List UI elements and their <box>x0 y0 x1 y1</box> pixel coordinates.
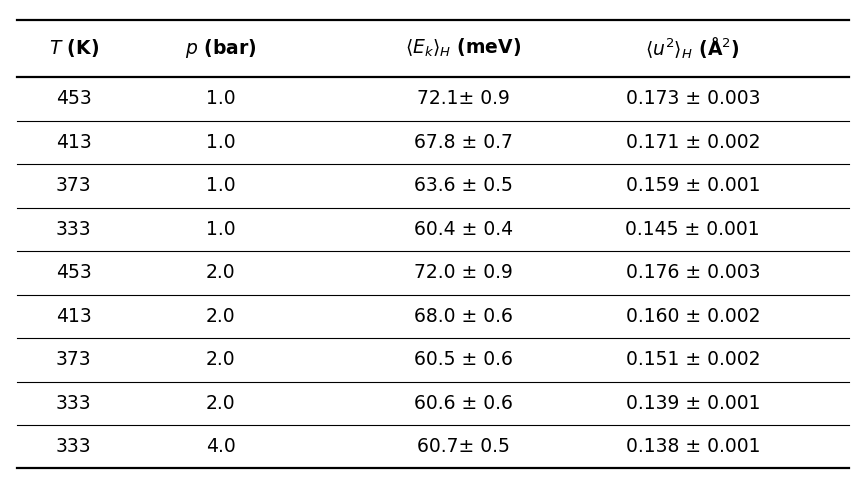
Text: 2.0: 2.0 <box>206 264 236 282</box>
Text: 1.0: 1.0 <box>206 176 236 195</box>
Text: 4.0: 4.0 <box>206 437 236 456</box>
Text: 0.145 ± 0.001: 0.145 ± 0.001 <box>625 220 760 239</box>
Text: 60.7± 0.5: 60.7± 0.5 <box>417 437 510 456</box>
Text: 0.151 ± 0.002: 0.151 ± 0.002 <box>625 350 760 369</box>
Text: 60.4 ± 0.4: 60.4 ± 0.4 <box>414 220 513 239</box>
Text: 0.138 ± 0.001: 0.138 ± 0.001 <box>625 437 760 456</box>
Text: 60.6 ± 0.6: 60.6 ± 0.6 <box>414 394 513 413</box>
Text: 333: 333 <box>55 394 92 413</box>
Text: 373: 373 <box>55 176 92 195</box>
Text: 2.0: 2.0 <box>206 350 236 369</box>
Text: $\langle u^2\rangle_H$ (Å$^2$): $\langle u^2\rangle_H$ (Å$^2$) <box>645 36 740 61</box>
Text: $\mathit{p}$ (bar): $\mathit{p}$ (bar) <box>185 37 256 60</box>
Text: 1.0: 1.0 <box>206 133 236 152</box>
Text: 333: 333 <box>55 437 92 456</box>
Text: 1.0: 1.0 <box>206 89 236 108</box>
Text: 0.176 ± 0.003: 0.176 ± 0.003 <box>625 264 760 282</box>
Text: 2.0: 2.0 <box>206 394 236 413</box>
Text: 60.5 ± 0.6: 60.5 ± 0.6 <box>414 350 513 369</box>
Text: 413: 413 <box>55 133 92 152</box>
Text: 0.139 ± 0.001: 0.139 ± 0.001 <box>625 394 760 413</box>
Text: 453: 453 <box>55 89 92 108</box>
Text: 2.0: 2.0 <box>206 307 236 326</box>
Text: 72.0 ± 0.9: 72.0 ± 0.9 <box>414 264 513 282</box>
Text: 0.160 ± 0.002: 0.160 ± 0.002 <box>625 307 760 326</box>
Text: 453: 453 <box>55 264 92 282</box>
Text: 0.159 ± 0.001: 0.159 ± 0.001 <box>625 176 760 195</box>
Text: 0.171 ± 0.002: 0.171 ± 0.002 <box>625 133 760 152</box>
Text: 1.0: 1.0 <box>206 220 236 239</box>
Text: 63.6 ± 0.5: 63.6 ± 0.5 <box>414 176 513 195</box>
Text: 333: 333 <box>55 220 92 239</box>
Text: 373: 373 <box>55 350 92 369</box>
Text: 68.0 ± 0.6: 68.0 ± 0.6 <box>414 307 513 326</box>
Text: 413: 413 <box>55 307 92 326</box>
Text: 0.173 ± 0.003: 0.173 ± 0.003 <box>625 89 760 108</box>
Text: 67.8 ± 0.7: 67.8 ± 0.7 <box>414 133 513 152</box>
Text: $\mathit{T}$ (K): $\mathit{T}$ (K) <box>48 37 99 60</box>
Text: 72.1± 0.9: 72.1± 0.9 <box>417 89 510 108</box>
Text: $\langle E_k\rangle_H$ (meV): $\langle E_k\rangle_H$ (meV) <box>405 37 521 60</box>
